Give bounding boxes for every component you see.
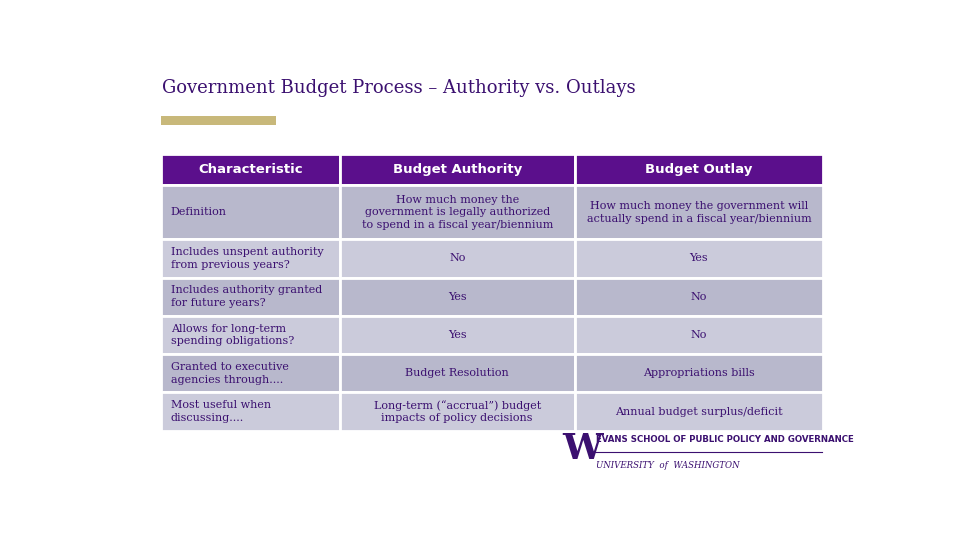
FancyBboxPatch shape	[575, 354, 823, 393]
Text: How much money the government will
actually spend in a fiscal year/biennium: How much money the government will actua…	[587, 201, 811, 224]
Text: Budget Outlay: Budget Outlay	[645, 163, 753, 176]
Text: Allows for long-term
spending obligations?: Allows for long-term spending obligation…	[171, 323, 294, 347]
Text: Yes: Yes	[689, 253, 708, 264]
FancyBboxPatch shape	[340, 354, 575, 393]
FancyBboxPatch shape	[161, 316, 340, 354]
Text: Government Budget Process – Authority vs. Outlays: Government Budget Process – Authority vs…	[162, 79, 636, 97]
Text: Most useful when
discussing....: Most useful when discussing....	[171, 400, 271, 423]
FancyBboxPatch shape	[340, 239, 575, 278]
Text: Budget Resolution: Budget Resolution	[405, 368, 509, 379]
Text: No: No	[449, 253, 466, 264]
Text: EVANS SCHOOL OF PUBLIC POLICY AND GOVERNANCE: EVANS SCHOOL OF PUBLIC POLICY AND GOVERN…	[596, 435, 853, 444]
FancyBboxPatch shape	[161, 185, 340, 239]
Text: Includes authority granted
for future years?: Includes authority granted for future ye…	[171, 285, 322, 308]
FancyBboxPatch shape	[575, 154, 823, 185]
FancyBboxPatch shape	[340, 393, 575, 431]
Text: How much money the
government is legally authorized
to spend in a fiscal year/bi: How much money the government is legally…	[362, 194, 553, 230]
Text: Yes: Yes	[448, 292, 467, 302]
Text: Long-term (“accrual”) budget
impacts of policy decisions: Long-term (“accrual”) budget impacts of …	[373, 400, 540, 423]
FancyBboxPatch shape	[575, 393, 823, 431]
FancyBboxPatch shape	[340, 185, 575, 239]
FancyBboxPatch shape	[575, 278, 823, 316]
FancyBboxPatch shape	[575, 316, 823, 354]
Text: No: No	[691, 330, 708, 340]
FancyBboxPatch shape	[575, 185, 823, 239]
Text: Annual budget surplus/deficit: Annual budget surplus/deficit	[615, 407, 782, 416]
FancyBboxPatch shape	[575, 239, 823, 278]
FancyBboxPatch shape	[161, 354, 340, 393]
FancyBboxPatch shape	[161, 154, 340, 185]
Text: W: W	[563, 433, 603, 467]
Text: Includes unspent authority
from previous years?: Includes unspent authority from previous…	[171, 247, 324, 270]
FancyBboxPatch shape	[161, 239, 340, 278]
FancyBboxPatch shape	[161, 393, 340, 431]
Text: Characteristic: Characteristic	[198, 163, 302, 176]
Text: UNIVERSITY  of  WASHINGTON: UNIVERSITY of WASHINGTON	[596, 461, 740, 470]
Text: No: No	[691, 292, 708, 302]
Text: Yes: Yes	[448, 330, 467, 340]
Text: Appropriations bills: Appropriations bills	[643, 368, 755, 379]
FancyBboxPatch shape	[340, 278, 575, 316]
FancyBboxPatch shape	[161, 116, 276, 125]
FancyBboxPatch shape	[340, 154, 575, 185]
Text: Granted to executive
agencies through....: Granted to executive agencies through...…	[171, 362, 288, 384]
FancyBboxPatch shape	[161, 278, 340, 316]
Text: Definition: Definition	[171, 207, 227, 218]
FancyBboxPatch shape	[340, 316, 575, 354]
Text: Budget Authority: Budget Authority	[393, 163, 522, 176]
